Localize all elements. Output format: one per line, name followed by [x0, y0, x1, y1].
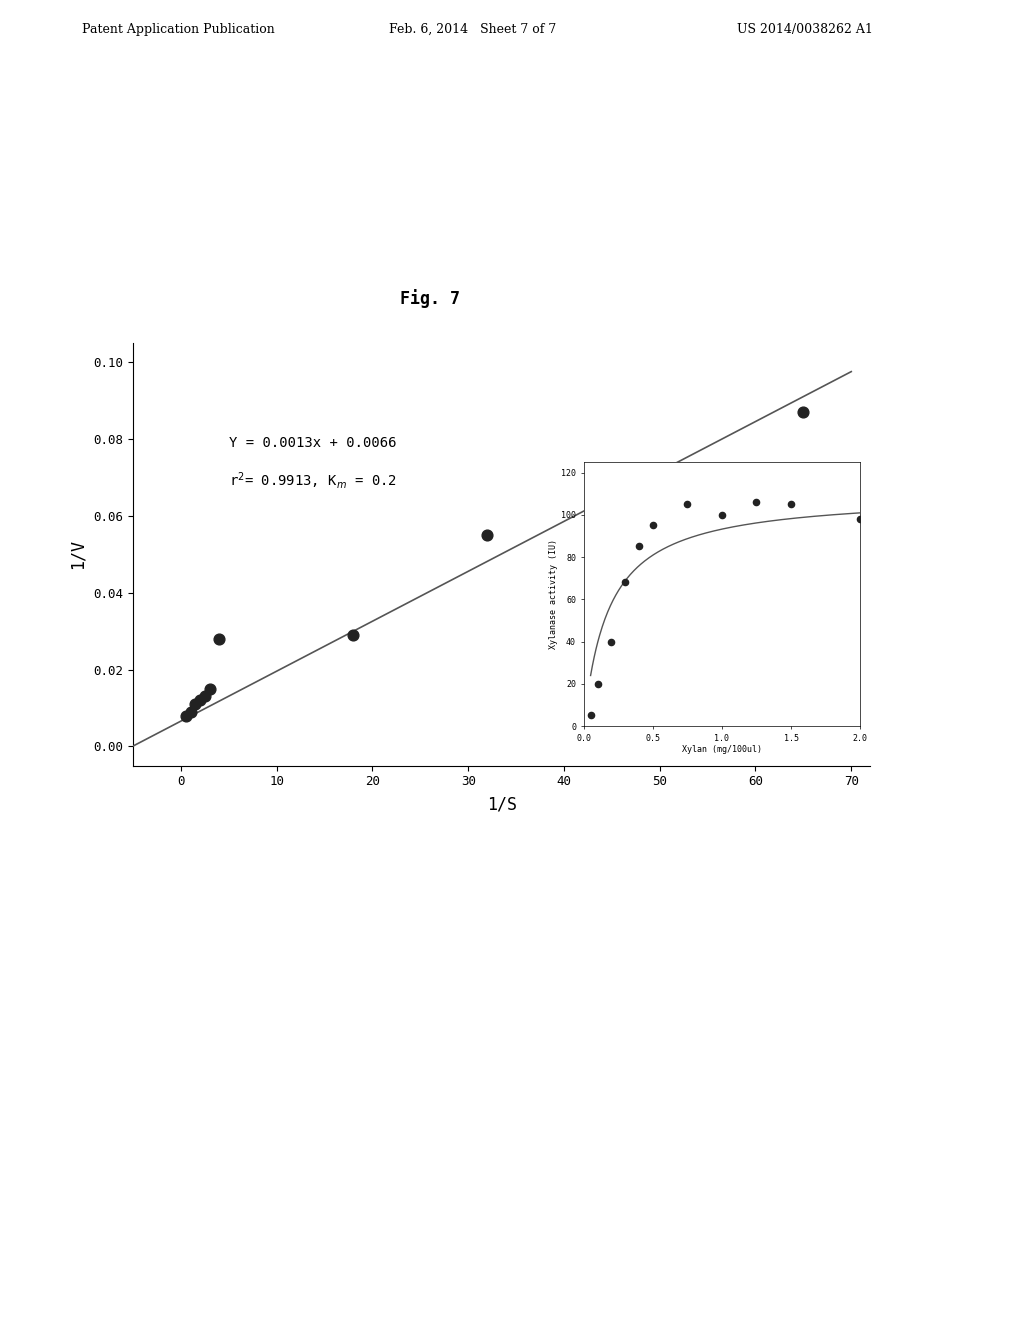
Point	[211, 628, 227, 649]
Point	[714, 504, 730, 525]
Point	[182, 701, 199, 722]
Point	[603, 631, 620, 652]
Point	[583, 705, 599, 726]
Point	[796, 401, 812, 422]
Point	[187, 693, 204, 714]
X-axis label: 1/S: 1/S	[486, 795, 517, 813]
Point	[782, 494, 799, 515]
Point	[177, 705, 194, 726]
Point	[197, 686, 213, 708]
Point	[679, 494, 695, 515]
Y-axis label: 1/V: 1/V	[69, 540, 86, 569]
Text: Y = 0.0013x + 0.0066: Y = 0.0013x + 0.0066	[229, 436, 396, 450]
Text: Patent Application Publication: Patent Application Publication	[82, 22, 274, 36]
Text: Feb. 6, 2014   Sheet 7 of 7: Feb. 6, 2014 Sheet 7 of 7	[389, 22, 556, 36]
Text: US 2014/0038262 A1: US 2014/0038262 A1	[737, 22, 873, 36]
Text: r$^2$= 0.9913, K$_m$ = 0.2: r$^2$= 0.9913, K$_m$ = 0.2	[229, 470, 396, 491]
Point	[631, 536, 647, 557]
Text: Fig. 7: Fig. 7	[400, 289, 460, 308]
Point	[479, 524, 496, 545]
Y-axis label: Xylanase activity (IU): Xylanase activity (IU)	[549, 539, 558, 649]
Point	[616, 572, 633, 593]
Point	[749, 491, 765, 512]
Point	[645, 515, 662, 536]
Point	[589, 673, 605, 694]
Point	[345, 624, 361, 645]
Point	[191, 690, 208, 711]
X-axis label: Xylan (mg/100ul): Xylan (mg/100ul)	[682, 746, 762, 755]
Point	[852, 508, 868, 529]
Point	[202, 678, 218, 700]
